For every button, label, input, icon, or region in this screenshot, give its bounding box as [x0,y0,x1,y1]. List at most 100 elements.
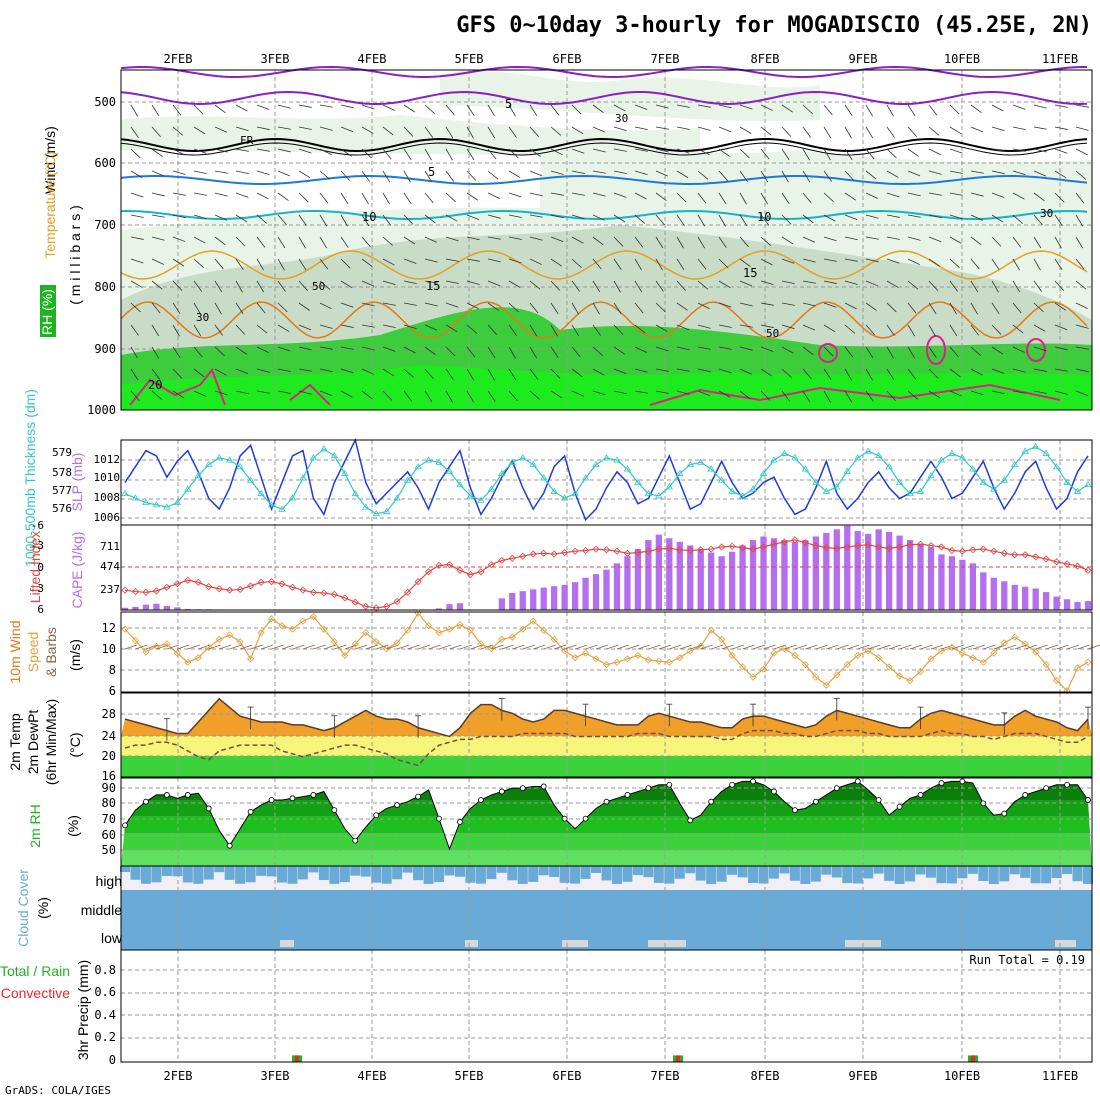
ylabel-temp2m-3: (6hr Min/Max) [43,699,59,785]
cloud-high-bar [758,866,769,884]
lifted-index-point [508,554,516,562]
wind-barb [970,346,981,356]
thickness-point [1000,476,1008,483]
rh-point [875,797,882,803]
wind-barb [424,236,438,243]
wind-barb [151,104,160,117]
wind-speed-point [163,640,171,648]
rh2m-tick: 70 [102,812,116,826]
wind-barb [655,214,665,226]
lifted-index-point [906,541,914,549]
cloud-high-bar [549,866,560,877]
rh-point [540,783,547,790]
wind-barb-10m [868,644,881,650]
wind-speed-point [383,645,391,653]
wind-barb [1012,390,1026,394]
wind-barb [382,324,396,329]
thickness-tick: 578 [52,466,72,479]
cape-bar [561,584,568,610]
wind-barb [424,170,433,183]
wind-barb [1012,346,1025,353]
thickness-point [948,449,956,456]
wind-speed-point [686,647,694,655]
wind-barb [1012,280,1021,293]
cape-bar [760,536,767,610]
lifted-index-point [759,543,768,551]
lifted-index-point [278,580,286,588]
thickness-point [246,476,255,483]
wind-barb [907,324,916,337]
wind-barb [718,148,730,157]
wind-barb [928,214,942,219]
wind-barb [928,390,941,399]
wind-barb [487,148,497,160]
lifted-index-point [142,588,150,596]
slp-tick: 1010 [94,471,121,484]
wind-barb [634,280,643,293]
wind-barb [151,368,161,380]
wind-barb [613,126,627,132]
wind-barb [571,346,581,358]
cape-bar [1053,596,1060,610]
wind-barb [487,104,495,117]
slp-thickness-frame [120,439,1093,526]
wind-barb [1012,236,1022,248]
run-total: Run Total = 0.19 [969,953,1085,967]
wind-barb [1054,280,1065,291]
wind-barb [403,280,417,285]
wind-barb [970,302,978,315]
wind-barb [865,258,879,263]
lifted-index-point [969,546,977,554]
rh-point [896,803,903,810]
top-date: 10FEB [944,52,980,66]
wind-barb [340,214,348,227]
wind-barb [193,214,207,220]
wind-barb [823,346,834,357]
wind-barb [1054,258,1063,271]
cape-bar [687,545,694,610]
wind-barb [1054,236,1062,249]
wind-barb [361,192,369,205]
wind-barb [865,126,874,139]
thickness-point [362,503,370,510]
wind-barb [361,280,375,287]
temp2m-tick: 24 [102,729,116,743]
cloud-low-bar [1055,940,1076,947]
lifted-index-point [655,545,663,553]
wind-barb [739,192,747,205]
wind-barb [382,104,395,111]
wind-barb [655,148,669,153]
thickness-point [843,467,851,474]
wind-barb [760,280,774,285]
lifted-index-point [634,549,642,557]
wind-barb-10m [219,644,232,650]
cloud-high-bar [821,866,832,875]
cape-bar [603,569,610,610]
wind-barb [550,126,562,136]
top-date: 6FEB [553,52,582,66]
temp2m-yticks: 16 20 24 28 [102,707,116,783]
wind-barb [907,236,921,241]
wind-speed-point [812,673,820,681]
wind-barb [487,258,501,263]
lifted-index-point [896,543,904,551]
rh-point [771,788,777,795]
wind-barb [907,126,918,137]
wind-barb [781,126,792,137]
wind-barb [151,170,165,177]
wind-barb-10m [648,644,661,650]
cloud-high-bar [999,866,1010,882]
wind-barb [886,104,894,117]
wind-barb [235,258,244,270]
wind-speed-point [372,638,380,646]
wind-barb [466,214,480,221]
wind-barb [130,148,141,159]
wind-barb [907,214,921,218]
cloud-high-bar [559,866,570,883]
cape-bar [896,535,903,610]
wind-barb-10m [1025,644,1038,650]
cape-bar [142,604,150,610]
wind-barb [277,170,291,177]
wind-barb [1054,170,1067,179]
wind-barb [802,214,814,224]
